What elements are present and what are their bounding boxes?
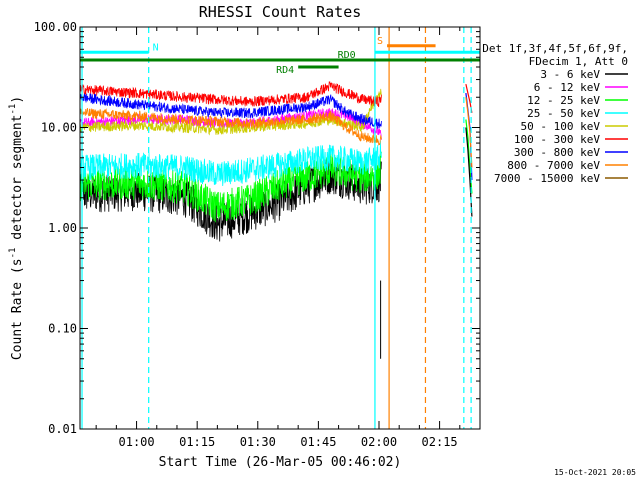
y-tick-label: 10.00 (41, 121, 77, 135)
legend-entry-label: 300 - 800 keV (514, 146, 600, 159)
legend-entry-label: 12 - 25 keV (527, 94, 600, 107)
legend-entry-label: 50 - 100 keV (521, 120, 601, 133)
series-line-100-300-kev (79, 81, 382, 108)
mode-bar-label-rd0: RD0 (338, 50, 356, 61)
legend-header-line: FDecim 1, Att 0 (529, 55, 628, 68)
y-tick-label: 0.01 (48, 422, 77, 436)
x-tick-label: 02:00 (361, 435, 397, 449)
x-axis-label: Start Time (26-Mar-05 00:46:02) (159, 455, 402, 470)
legend-entry-label: 7000 - 15000 keV (494, 172, 600, 185)
mode-bar-label-rd4: RD4 (276, 65, 294, 76)
x-tick-label: 01:30 (240, 435, 276, 449)
legend-entry-label: 6 - 12 keV (534, 81, 601, 94)
series-line-300-800-kev (79, 92, 382, 129)
x-axis: 01:00 01:15 01:30 01:45 02:00 02:15 (95, 27, 481, 449)
y-axis-label: Count Rate (s-1 detector segment-1) (8, 96, 25, 360)
chart-title: RHESSI Count Rates (199, 3, 362, 21)
x-tick-label: 01:45 (300, 435, 336, 449)
legend: Det 1f,3f,4f,5f,6f,9f,FDecim 1, Att 03 -… (482, 42, 628, 185)
legend-entry-label: 800 - 7000 keV (507, 159, 600, 172)
y-axis: 100.00 10.00 1.00 0.10 0.01 (34, 20, 480, 436)
legend-entry-label: 100 - 300 keV (514, 133, 600, 146)
legend-header-line: Det 1f,3f,4f,5f,6f,9f, (482, 42, 628, 55)
series-line-800-7000-kev (79, 108, 382, 146)
x-tick-label: 01:15 (179, 435, 215, 449)
mode-bar-label-n: N (153, 42, 159, 53)
legend-entry-label: 25 - 50 keV (527, 107, 600, 120)
y-tick-label: 100.00 (34, 20, 77, 34)
series-line-12-25-kev (79, 151, 382, 223)
y-tick-label: 0.10 (48, 322, 77, 336)
legend-entry-label: 3 - 6 keV (540, 68, 600, 81)
y-tick-label: 1.00 (48, 221, 77, 235)
footer-date: 15-Oct-2021 20:05 (554, 468, 636, 477)
x-tick-label: 02:15 (422, 435, 458, 449)
x-tick-label: 01:00 (119, 435, 155, 449)
series-line-25-50-kev (79, 140, 382, 187)
mode-bar-label-s: S (377, 36, 383, 47)
